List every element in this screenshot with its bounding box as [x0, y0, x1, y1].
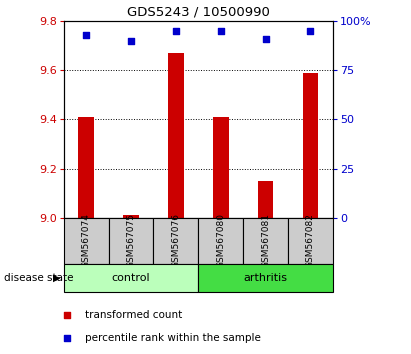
- Bar: [153, 218, 199, 264]
- Bar: [243, 218, 288, 264]
- Bar: [199, 218, 243, 264]
- Text: GSM567082: GSM567082: [306, 213, 315, 268]
- Point: [173, 28, 179, 34]
- Text: transformed count: transformed count: [85, 309, 182, 320]
- Text: GSM567075: GSM567075: [127, 213, 136, 268]
- Text: disease state: disease state: [4, 273, 74, 283]
- Bar: [302, 73, 319, 218]
- Point: [83, 32, 90, 38]
- Bar: [64, 218, 109, 264]
- Bar: [168, 53, 184, 218]
- Point: [128, 38, 134, 44]
- Bar: [78, 117, 94, 218]
- Text: percentile rank within the sample: percentile rank within the sample: [85, 333, 261, 343]
- Bar: [109, 218, 153, 264]
- Text: GSM567080: GSM567080: [216, 213, 225, 268]
- Point: [255, 0, 261, 4]
- Title: GDS5243 / 10500990: GDS5243 / 10500990: [127, 6, 270, 19]
- Point: [262, 36, 269, 42]
- Text: arthritis: arthritis: [244, 273, 288, 283]
- Text: GSM567081: GSM567081: [261, 213, 270, 268]
- Text: GSM567076: GSM567076: [171, 213, 180, 268]
- Bar: [288, 218, 333, 264]
- Point: [255, 216, 261, 222]
- Bar: [123, 215, 139, 218]
- Bar: [199, 264, 333, 292]
- Text: ▶: ▶: [53, 273, 61, 283]
- Point: [217, 28, 224, 34]
- Point: [307, 28, 314, 34]
- Bar: [64, 264, 199, 292]
- Bar: [258, 181, 273, 218]
- Bar: [213, 117, 229, 218]
- Text: GSM567074: GSM567074: [82, 213, 91, 268]
- Text: control: control: [112, 273, 150, 283]
